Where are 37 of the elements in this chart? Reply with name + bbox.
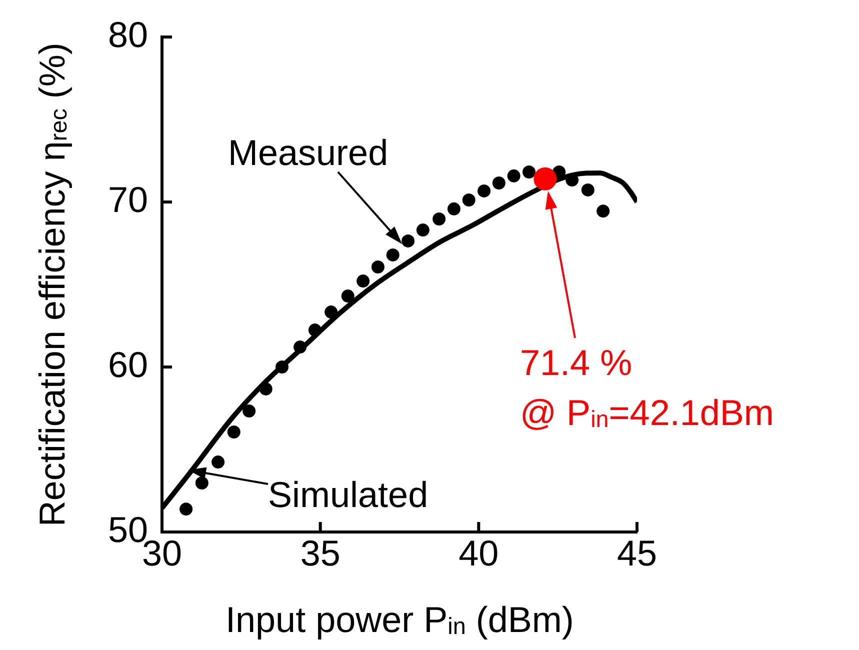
- point: [522, 165, 536, 178]
- point: [478, 184, 491, 198]
- point: [227, 426, 240, 439]
- point: [416, 224, 430, 237]
- point: [308, 324, 322, 337]
- point: [242, 404, 256, 418]
- x-tick-label: 45: [616, 532, 658, 574]
- y-tick-label: 60: [108, 344, 148, 385]
- point: [324, 306, 338, 319]
- point: [447, 202, 460, 216]
- point: [534, 167, 557, 190]
- point: [212, 456, 225, 469]
- annotation: Measured: [228, 131, 388, 175]
- point: [507, 169, 520, 182]
- point: [596, 204, 610, 218]
- point: [432, 212, 446, 226]
- point: [294, 340, 307, 354]
- annotation: Simulated: [268, 473, 428, 517]
- point: [386, 248, 400, 262]
- point: [341, 290, 354, 303]
- x-tick-label: 40: [458, 532, 499, 574]
- y-tick-label: 80: [108, 14, 148, 55]
- point: [259, 382, 272, 396]
- point: [276, 360, 289, 374]
- point: [581, 183, 594, 196]
- point: [356, 274, 370, 288]
- point: [180, 502, 193, 516]
- point: [402, 234, 415, 248]
- point: [371, 260, 384, 274]
- annotation: 71.4 % @ P$_{in}$=42.1dBm: [520, 341, 774, 435]
- point: [462, 194, 476, 207]
- y-tick-label: 70: [108, 178, 148, 220]
- x-axis-title: Input power P$_{in}$ (dBm): [226, 598, 574, 642]
- x-tick-label: 35: [300, 532, 340, 574]
- point: [552, 165, 566, 178]
- point: [492, 176, 506, 190]
- point: [195, 476, 208, 490]
